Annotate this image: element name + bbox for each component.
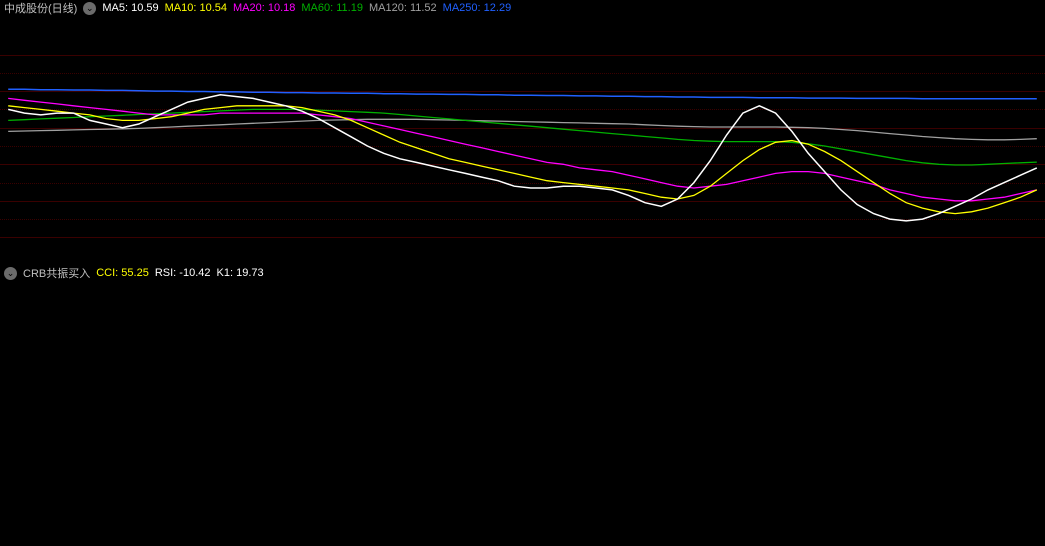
ma250-label: MA250: 12.29: [443, 2, 512, 14]
k1-label: K1: 19.73: [217, 267, 264, 279]
ma5-label: MA5: 10.59: [102, 2, 158, 14]
cci-label: CCI: 55.25: [96, 267, 149, 279]
oscillator-chart: [0, 265, 1045, 546]
indicator-title: CRB共振买入: [23, 265, 90, 281]
ma120-label: MA120: 11.52: [369, 2, 437, 14]
stock-title: 中成股份(日线): [4, 0, 77, 16]
chart-container: 中成股份(日线) ⌄ MA5: 10.59 MA10: 10.54 MA20: …: [0, 0, 1045, 546]
sub-header: ⌄ CRB共振买入 CCI: 55.25 RSI: -10.42 K1: 19.…: [0, 265, 1045, 281]
ma10-label: MA10: 10.54: [165, 2, 227, 14]
candlestick-chart: [0, 0, 1045, 265]
chevron-down-icon[interactable]: ⌄: [83, 2, 96, 15]
ma60-label: MA60: 11.19: [301, 2, 363, 14]
main-price-panel[interactable]: 中成股份(日线) ⌄ MA5: 10.59 MA10: 10.54 MA20: …: [0, 0, 1045, 265]
sub-indicator-panel[interactable]: ⌄ CRB共振买入 CCI: 55.25 RSI: -10.42 K1: 19.…: [0, 265, 1045, 546]
ma20-label: MA20: 10.18: [233, 2, 295, 14]
rsi-label: RSI: -10.42: [155, 267, 211, 279]
chevron-down-icon[interactable]: ⌄: [4, 267, 17, 280]
main-header: 中成股份(日线) ⌄ MA5: 10.59 MA10: 10.54 MA20: …: [0, 0, 1045, 16]
